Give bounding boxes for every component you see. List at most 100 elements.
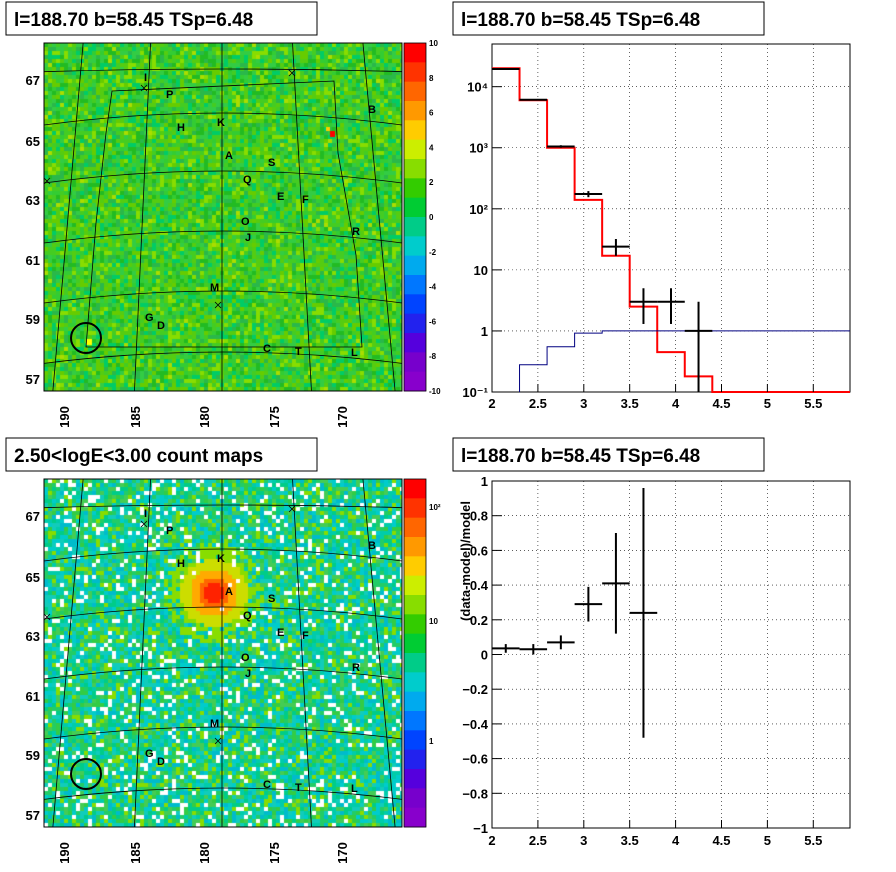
source-label-c: C	[263, 779, 271, 791]
latitude-tick-label: 61	[26, 253, 40, 268]
longitude-tick-label: 190	[57, 842, 72, 864]
y-tick-label: 0.2	[470, 613, 488, 628]
residual-point	[629, 487, 658, 738]
longitude-line	[134, 479, 151, 827]
source-label-b: B	[368, 540, 376, 552]
residual-chart: 2 2.5 3 3.5 4 4.5 5 5.5 1 0.8 0.6 0.4 0.2 0 −0.2 −0.4 −0…	[458, 474, 851, 848]
color-scale-label: 0	[429, 213, 434, 222]
cross-marker	[214, 737, 222, 745]
longitude-tick-label: 170	[335, 406, 350, 428]
color-scale-label: 2	[429, 178, 434, 187]
source-label-g: G	[145, 748, 154, 760]
x-tick-label: 5.5	[804, 833, 822, 848]
color-scale-label: 10	[429, 617, 438, 626]
longitude-line	[52, 479, 84, 827]
source-label-s: S	[268, 157, 275, 169]
source-label-j: J	[245, 668, 251, 680]
color-scale-step	[404, 691, 426, 712]
source-label-g: G	[145, 312, 154, 324]
color-scale-step	[404, 120, 426, 141]
cross-marker	[44, 177, 51, 185]
source-label-j: J	[245, 232, 251, 244]
x-tick-label: 2.5	[529, 833, 547, 848]
x-tick-label: 2.5	[529, 396, 547, 411]
map-frame	[43, 478, 403, 828]
color-scale-step	[404, 139, 426, 160]
longitude-line	[52, 43, 84, 391]
source-label-o: O	[241, 216, 250, 228]
survey-footprint	[85, 80, 363, 348]
x-tick-label: 2	[488, 396, 495, 411]
latitude-line	[44, 787, 402, 800]
title-top-left-text: l=188.70 b=58.45 TSp=6.48	[14, 10, 253, 31]
color-scale-step	[404, 517, 426, 538]
y-tick-label: −0.8	[462, 786, 488, 801]
source-label-f: F	[302, 194, 309, 206]
color-scale-step	[404, 749, 426, 770]
color-scale-label: 4	[429, 143, 434, 152]
latitude-tick-label: 63	[26, 193, 40, 208]
latitude-tick-label: 67	[26, 73, 40, 88]
color-scale-frame	[403, 42, 427, 392]
color-scale-step	[404, 62, 426, 83]
source-label-d: D	[157, 756, 165, 768]
x-tick-label: 4	[672, 833, 680, 848]
x-tick-label: 5	[764, 396, 771, 411]
color-scale-step	[404, 595, 426, 615]
latitude-tick-label: 57	[26, 372, 40, 387]
color-scale-step	[404, 81, 426, 102]
longitude-line	[362, 479, 396, 827]
source-label-r: R	[352, 662, 360, 674]
source-label-q: Q	[243, 174, 252, 186]
source-label-t: T	[295, 782, 302, 794]
latitude-line	[44, 726, 402, 740]
x-tick-label: 3.5	[621, 396, 639, 411]
model-step-line	[492, 67, 850, 393]
title-bottom-right-text: l=188.70 b=58.45 TSp=6.48	[461, 446, 700, 467]
longitude-tick-label: 185	[128, 842, 143, 864]
color-scale-step	[404, 255, 426, 276]
source-label-o: O	[241, 652, 250, 664]
color-scale-label: -2	[429, 248, 437, 257]
y-tick-label: 10³	[469, 141, 488, 156]
x-tick-label: 3	[580, 833, 587, 848]
x-tick-label: 4	[672, 396, 680, 411]
cross-marker	[214, 301, 222, 309]
data-point	[519, 98, 548, 101]
color-scale-label: 10²	[429, 503, 441, 512]
source-label-m: M	[210, 718, 219, 730]
source-label-f: F	[302, 630, 309, 642]
color-scale-step	[404, 788, 426, 809]
y-tick-label: −0.2	[462, 682, 488, 697]
color-scale-step	[404, 498, 426, 519]
source-label-l: L	[351, 783, 358, 795]
source-label-q: Q	[243, 610, 252, 622]
map-frame	[43, 42, 403, 392]
longitude-line	[362, 43, 396, 391]
latitude-tick-label: 63	[26, 629, 40, 644]
source-label-i: I	[144, 508, 147, 520]
title-top-left: l=188.70 b=58.45 TSp=6.48	[5, 1, 318, 36]
longitude-line	[134, 43, 151, 391]
x-tick-label: 5	[764, 833, 771, 848]
latitude-line	[44, 170, 402, 184]
latitude-line	[44, 112, 402, 126]
color-scale-step	[404, 333, 426, 353]
y-axis-label: (data-model)/model	[458, 501, 473, 621]
latitude-tick-label: 57	[26, 808, 40, 823]
data-point	[547, 145, 575, 148]
target-circle	[70, 758, 102, 790]
color-scale-step	[404, 537, 426, 557]
color-scale-step	[404, 43, 426, 63]
color-scale-step	[404, 101, 426, 121]
color-scale-step	[404, 217, 426, 237]
latitude-tick-label: 67	[26, 509, 40, 524]
longitude-tick-label: 175	[267, 842, 282, 864]
residual-point	[519, 644, 548, 655]
cross-marker	[140, 84, 148, 92]
x-tick-label: 4.5	[712, 833, 730, 848]
longitude-tick-label: 190	[57, 406, 72, 428]
color-scale-label: 10	[429, 39, 438, 48]
color-scale-step	[404, 352, 426, 373]
color-scale-step	[404, 807, 426, 828]
